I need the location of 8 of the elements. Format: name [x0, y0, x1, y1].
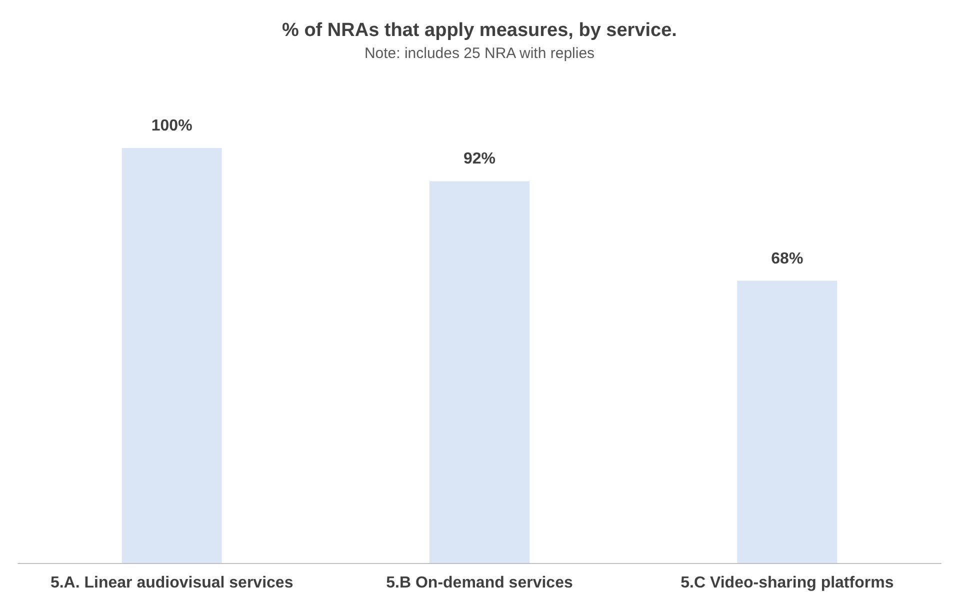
- data-label: 68%: [771, 250, 804, 268]
- x-tick-label: 5.A. Linear audiovisual services: [50, 574, 294, 592]
- data-label: 92%: [463, 150, 496, 168]
- chart-title: % of NRAs that apply measures, by service.: [282, 20, 677, 41]
- chart-subtitle: Note: includes 25 NRA with replies: [364, 45, 595, 62]
- data-label: 100%: [151, 118, 192, 134]
- x-tick-label: 5.B On-demand services: [386, 574, 573, 592]
- x-tick-label: 5.C Video-sharing platforms: [680, 574, 894, 592]
